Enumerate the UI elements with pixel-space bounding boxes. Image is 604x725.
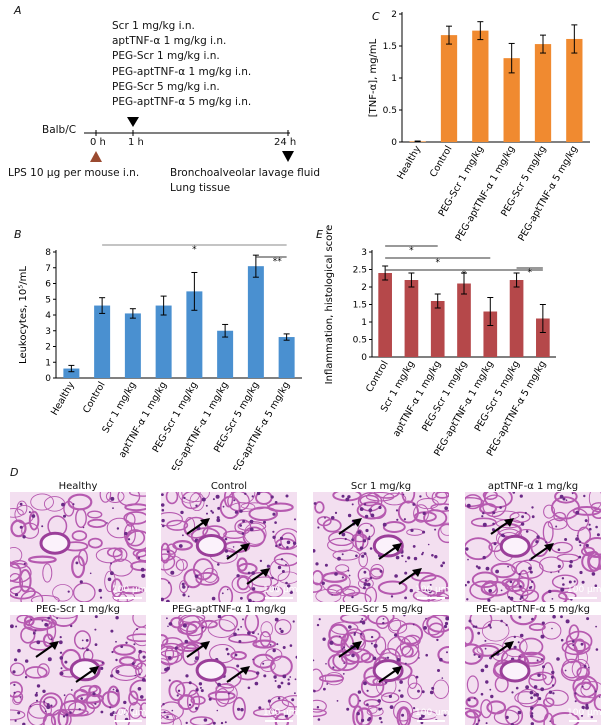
micrograph-title: Scr 1 mg/kg [313,481,449,492]
chart-c-bar [472,31,488,142]
arrow-icon [183,637,213,661]
chart-e-y-tick-label: 1 [361,318,367,328]
chart-e-y-tick-label: 2 [361,283,367,293]
scale-bar [417,720,445,722]
chart-e-significance-label: * [462,270,467,280]
chart-c-category-label: PEG-aptTNF-α 5 mg/kg [516,144,580,243]
arrow-icon [183,514,213,538]
chart-b-ylabel: Leukocytes, 10⁵/mL [18,266,29,364]
chart-e-bar [457,284,471,358]
scale-label: 100 μm [415,585,450,595]
scale-bar [265,597,293,599]
arrow-icon [375,662,405,686]
arrow-icon [335,514,365,538]
chart-c-category-label: Control [428,144,455,179]
scale-bar [265,720,293,722]
scale-label: 100 μm [263,708,298,718]
chart-e-category-label: Control [364,359,391,394]
chart-b-y-tick-label: 3 [45,327,51,337]
scale-bar [114,720,142,722]
chart-e-bar [431,301,445,357]
chart-b-y-tick-label: 4 [45,311,51,321]
scale-bar [569,720,597,722]
micrograph-title: PEG-Scr 1 mg/kg [10,604,146,615]
chart-b-y-tick-label: 1 [45,358,51,368]
scale-bar [569,597,597,599]
chart-b-y-tick-label: 2 [45,343,51,353]
chart-b-category-label: Healthy [49,380,77,418]
chart-c-bar [535,44,551,142]
scale-label: 100 μm [112,585,147,595]
scale-label: 100 μm [263,585,298,595]
chart-c-category-label: Healthy [395,144,423,182]
scale-label: 100 μm [112,708,147,718]
micrograph-title: Healthy [10,481,146,492]
arrow-icon [335,637,365,661]
chart-b-bar [248,266,264,378]
chart-b-bar [279,337,295,378]
chart-e-bar [510,280,524,357]
chart-e-category-label: aptTNF-α 1 mg/kg [391,359,443,439]
micrograph-title: PEG-aptTNF-α 5 mg/kg [465,604,601,615]
chart-e-y-tick-label: 0 [361,353,367,363]
arrow-icon [72,662,102,686]
chart-c-y-tick-label: 0 [391,138,397,148]
chart-b-category-label: Control [81,380,108,415]
chart-e-y-tick-label: 3 [361,248,367,258]
micrograph-title: aptTNF-α 1 mg/kg [465,481,601,492]
chart-c-bar [566,39,582,142]
chart-b-bar [217,331,233,378]
chart-c-y-tick-label: 2 [391,10,397,20]
chart-b-bar [125,313,141,378]
arrow-icon [487,637,517,661]
chart-b-y-tick-label: 5 [45,295,51,305]
micrograph-title: PEG-aptTNF-α 1 mg/kg [161,604,297,615]
scale-bar [417,597,445,599]
chart-e-y-tick-label: 0.5 [353,336,367,346]
chart-b-bar [94,306,110,378]
chart-e-significance-label: * [409,246,414,256]
chart-c-y-tick-label: 1.5 [383,42,397,52]
chart-e-significance-label: * [527,268,532,278]
chart-b-y-tick-label: 0 [45,374,51,384]
chart-e-y-tick-label: 1.5 [353,301,367,311]
scale-label: 100 μm [567,585,602,595]
arrow-icon [223,539,253,563]
arrow-icon [527,539,557,563]
chart-e-y-tick-label: 2.5 [353,266,367,276]
chart-b-bar [156,306,172,378]
chart-c-ylabel: [TNF-α], mg/mL [368,38,379,117]
chart-c-category-label: PEG-aptTNF-α 1 mg/kg [454,144,518,243]
arrow-icon [223,662,253,686]
scale-label: 100 μm [567,708,602,718]
scale-bar [114,597,142,599]
arrow-icon [487,514,517,538]
chart-b-y-tick-label: 8 [45,248,51,258]
arrow-icon [32,637,62,661]
arrow-icon [375,539,405,563]
chart-b-significance-label: ** [273,257,283,267]
chart-c-bar [441,35,457,142]
chart-e-bar [378,273,392,357]
micrograph-title: Control [161,481,297,492]
chart-c-y-tick-label: 0.5 [383,106,397,116]
chart-b-y-tick-label: 6 [45,280,51,290]
chart-e-bar [405,280,419,357]
chart-e-ylabel: Inflammation, histological score [324,225,335,385]
chart-b-significance-label: * [192,245,197,255]
chart-c-y-tick-label: 1 [391,74,397,84]
micrograph-title: PEG-Scr 5 mg/kg [313,604,449,615]
chart-b-y-tick-label: 7 [45,264,51,274]
chart-e-significance-label: * [435,258,440,268]
scale-label: 100 μm [415,708,450,718]
